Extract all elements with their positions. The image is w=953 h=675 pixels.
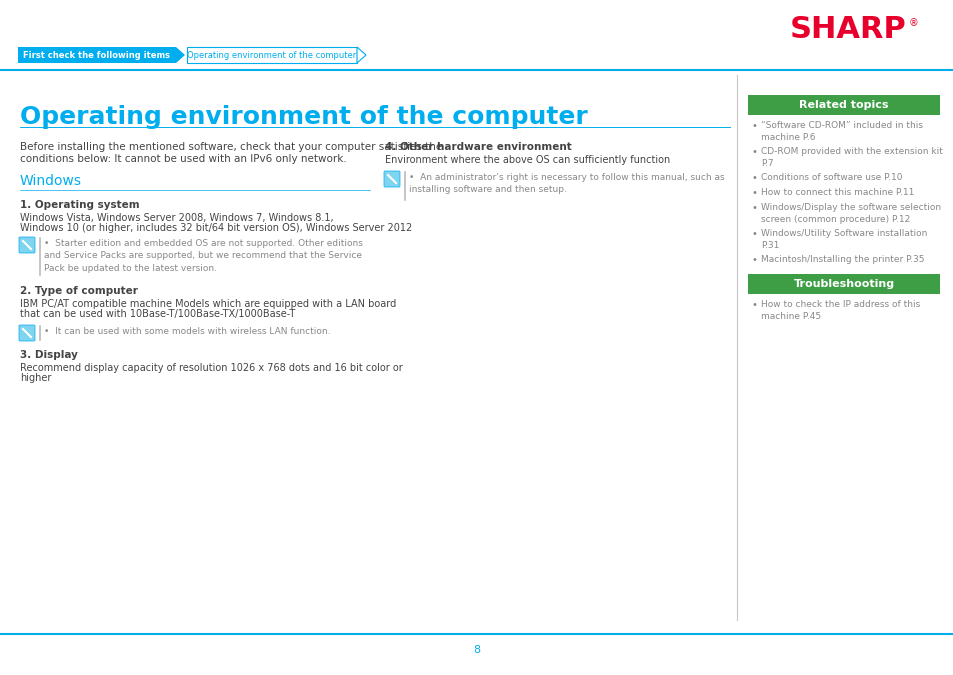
Text: conditions below: It cannot be used with an IPv6 only network.: conditions below: It cannot be used with… [20, 154, 346, 164]
Text: •: • [751, 203, 757, 213]
Text: How to check the IP address of this
machine P.45: How to check the IP address of this mach… [760, 300, 920, 321]
Text: Macintosh/Installing the printer P.35: Macintosh/Installing the printer P.35 [760, 255, 923, 264]
Polygon shape [356, 47, 366, 63]
Text: Windows 10 (or higher, includes 32 bit/64 bit version OS), Windows Server 2012: Windows 10 (or higher, includes 32 bit/6… [20, 223, 412, 233]
Text: 2. Type of computer: 2. Type of computer [20, 286, 138, 296]
Text: •: • [751, 188, 757, 198]
Text: higher: higher [20, 373, 51, 383]
Text: Operating environment of the computer: Operating environment of the computer [20, 105, 587, 129]
Text: Recommend display capacity of resolution 1026 x 768 dots and 16 bit color or: Recommend display capacity of resolution… [20, 363, 402, 373]
FancyBboxPatch shape [747, 274, 939, 294]
Text: Conditions of software use P.10: Conditions of software use P.10 [760, 173, 902, 182]
Text: •: • [751, 147, 757, 157]
Text: Troubleshooting: Troubleshooting [793, 279, 894, 289]
Text: First check the following items: First check the following items [24, 51, 171, 59]
Text: •: • [751, 255, 757, 265]
FancyBboxPatch shape [19, 325, 35, 341]
FancyBboxPatch shape [18, 47, 175, 63]
Text: •: • [751, 300, 757, 310]
Text: Windows/Utility Software installation
P.31: Windows/Utility Software installation P.… [760, 229, 926, 250]
FancyBboxPatch shape [187, 47, 356, 63]
Text: Windows Vista, Windows Server 2008, Windows 7, Windows 8.1,: Windows Vista, Windows Server 2008, Wind… [20, 213, 334, 223]
Text: Related topics: Related topics [799, 100, 888, 110]
Text: Environment where the above OS can sufficiently function: Environment where the above OS can suffi… [385, 155, 670, 165]
Text: “Software CD-ROM” included in this
machine P.6: “Software CD-ROM” included in this machi… [760, 121, 923, 142]
FancyBboxPatch shape [384, 171, 399, 187]
Text: SHARP: SHARP [789, 16, 906, 45]
Text: 4. Other hardware environment: 4. Other hardware environment [385, 142, 571, 152]
Polygon shape [175, 47, 185, 63]
Text: Windows/Display the software selection
screen (common procedure) P.12: Windows/Display the software selection s… [760, 203, 941, 224]
Text: that can be used with 10Base-T/100Base-TX/1000Base-T: that can be used with 10Base-T/100Base-T… [20, 309, 294, 319]
FancyBboxPatch shape [19, 237, 35, 253]
Text: •  It can be used with some models with wireless LAN function.: • It can be used with some models with w… [44, 327, 330, 336]
Text: IBM PC/AT compatible machine Models which are equipped with a LAN board: IBM PC/AT compatible machine Models whic… [20, 299, 395, 309]
Text: •  An administrator’s right is necessary to follow this manual, such as
installi: • An administrator’s right is necessary … [409, 173, 724, 194]
Text: •: • [751, 121, 757, 131]
Text: 8: 8 [473, 645, 480, 655]
Text: 1. Operating system: 1. Operating system [20, 200, 139, 210]
Text: Windows: Windows [20, 174, 82, 188]
Text: How to connect this machine P.11: How to connect this machine P.11 [760, 188, 913, 197]
Text: 3. Display: 3. Display [20, 350, 78, 360]
Text: Operating environment of the computer: Operating environment of the computer [187, 51, 356, 59]
FancyBboxPatch shape [747, 95, 939, 115]
Text: •: • [751, 173, 757, 183]
Text: ®: ® [908, 18, 918, 28]
Text: •  Starter edition and embedded OS are not supported. Other editions
and Service: • Starter edition and embedded OS are no… [44, 239, 362, 273]
Text: •: • [751, 229, 757, 239]
Text: CD-ROM provided with the extension kit
P.7: CD-ROM provided with the extension kit P… [760, 147, 942, 168]
Text: Before installing the mentioned software, check that your computer satisfies the: Before installing the mentioned software… [20, 142, 442, 152]
